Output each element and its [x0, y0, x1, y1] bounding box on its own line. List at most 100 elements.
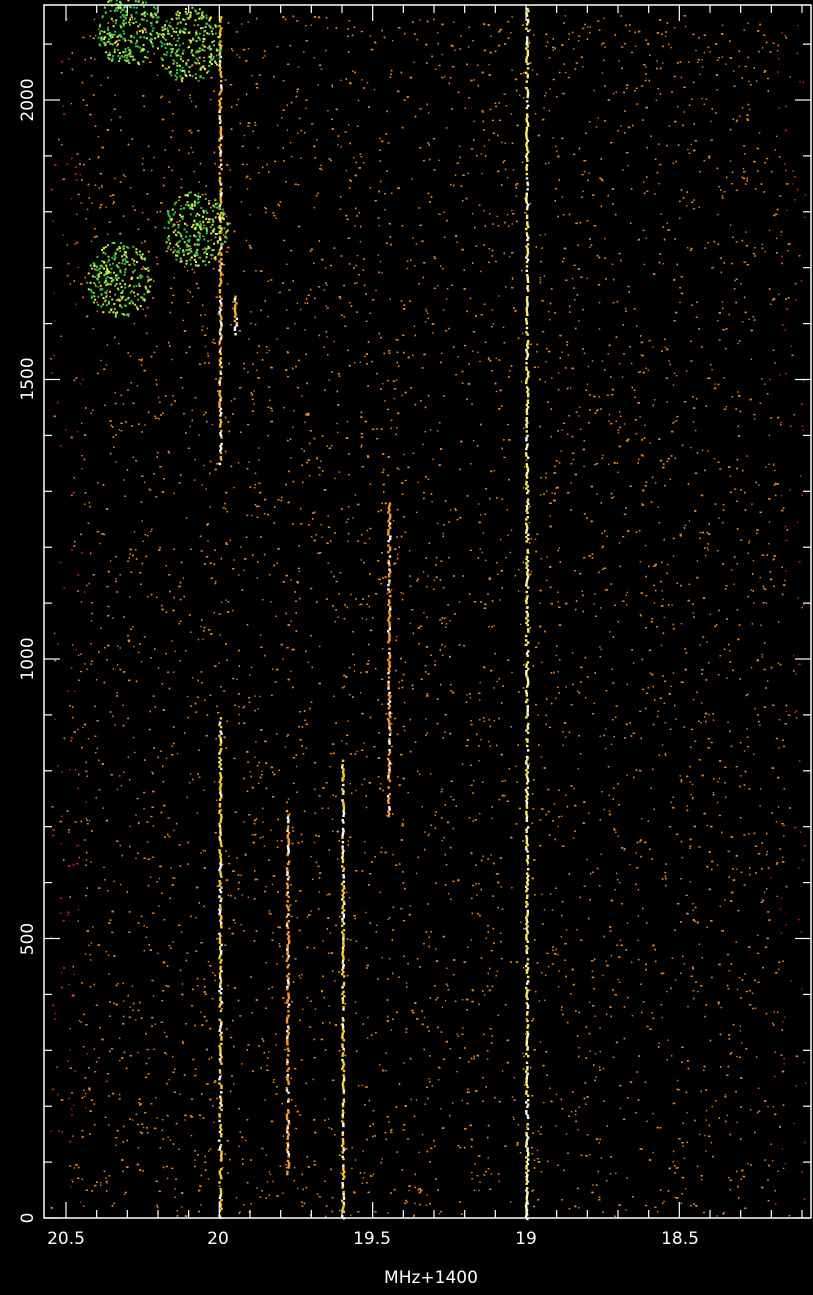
- noise-point: [801, 988, 803, 990]
- noise-point: [235, 1197, 238, 1199]
- noise-point: [647, 369, 649, 371]
- noise-point: [507, 534, 509, 536]
- noise-point: [581, 590, 583, 592]
- noise-point: [491, 119, 494, 122]
- noise-point: [666, 401, 668, 403]
- noise-point: [510, 113, 512, 115]
- noise-point: [635, 852, 637, 854]
- noise-point: [549, 88, 551, 90]
- noise-point: [210, 257, 213, 260]
- noise-point: [555, 460, 558, 462]
- noise-point: [698, 943, 700, 945]
- noise-point: [189, 425, 191, 428]
- noise-point: [276, 338, 278, 340]
- noise-point: [395, 379, 398, 381]
- noise-point: [595, 1076, 597, 1078]
- noise-point: [282, 658, 284, 660]
- noise-point: [416, 511, 418, 514]
- noise-point: [652, 346, 654, 348]
- noise-point: [548, 162, 550, 164]
- noise-point: [630, 51, 634, 54]
- noise-point: [655, 99, 658, 101]
- noise-point: [363, 542, 365, 544]
- noise-point: [422, 571, 425, 573]
- noise-point: [546, 952, 549, 954]
- noise-point: [767, 1105, 769, 1108]
- noise-point: [473, 120, 475, 123]
- noise-point: [438, 64, 441, 67]
- noise-point: [578, 147, 581, 149]
- noise-point: [137, 1009, 140, 1012]
- noise-point: [243, 134, 246, 137]
- noise-point: [672, 555, 675, 557]
- noise-point: [679, 301, 681, 304]
- noise-point: [542, 493, 546, 495]
- noise-point: [347, 720, 349, 722]
- noise-point: [795, 717, 798, 719]
- noise-point: [249, 486, 252, 488]
- noise-point: [606, 394, 609, 396]
- noise-point: [248, 338, 250, 340]
- noise-point: [247, 896, 249, 899]
- noise-point: [396, 553, 399, 556]
- noise-point: [329, 264, 332, 267]
- noise-point: [54, 632, 56, 635]
- noise-point: [282, 955, 284, 958]
- noise-point: [608, 420, 610, 422]
- noise-point: [249, 214, 251, 216]
- noise-point: [165, 1053, 167, 1055]
- noise-point: [317, 865, 320, 867]
- noise-point: [500, 886, 502, 888]
- noise-point: [340, 146, 342, 148]
- noise-point: [750, 589, 753, 591]
- noise-point: [480, 739, 482, 741]
- noise-point: [705, 1119, 707, 1121]
- noise-point: [602, 974, 604, 977]
- noise-point: [76, 845, 78, 847]
- noise-point: [258, 447, 260, 449]
- noise-point: [781, 1147, 784, 1150]
- noise-point: [243, 569, 245, 572]
- noise-point: [425, 718, 427, 720]
- noise-point: [686, 205, 688, 207]
- noise-point: [765, 602, 768, 604]
- noise-point: [77, 920, 79, 922]
- noise-point: [109, 919, 112, 921]
- noise-point: [400, 592, 402, 594]
- noise-point: [496, 970, 499, 972]
- noise-point: [760, 624, 762, 626]
- noise-point: [575, 411, 578, 413]
- noise-point: [555, 145, 557, 148]
- noise-point: [520, 380, 523, 383]
- noise-point: [434, 660, 436, 662]
- noise-point: [208, 1150, 210, 1152]
- noise-point: [485, 937, 487, 939]
- noise-point: [334, 620, 336, 623]
- noise-point: [450, 509, 452, 511]
- noise-point: [522, 1052, 524, 1054]
- noise-point: [603, 17, 605, 19]
- noise-point: [358, 1085, 360, 1087]
- noise-point: [717, 461, 720, 463]
- noise-point: [287, 798, 290, 800]
- noise-point: [225, 599, 227, 601]
- noise-point: [284, 746, 287, 748]
- noise-point: [412, 237, 414, 239]
- noise-point: [374, 1211, 377, 1213]
- noise-point: [193, 170, 195, 173]
- noise-point: [60, 842, 62, 845]
- noise-point: [582, 27, 585, 29]
- noise-point: [528, 763, 531, 765]
- noise-point: [729, 224, 732, 226]
- noise-point: [240, 923, 242, 926]
- noise-point: [437, 430, 439, 432]
- noise-point: [375, 42, 377, 44]
- noise-point: [305, 107, 307, 109]
- noise-point: [616, 872, 618, 875]
- noise-point: [673, 421, 675, 423]
- noise-point: [318, 467, 321, 469]
- noise-point: [136, 1123, 139, 1126]
- noise-point: [561, 429, 563, 431]
- noise-point: [359, 604, 361, 606]
- noise-point: [166, 1115, 169, 1117]
